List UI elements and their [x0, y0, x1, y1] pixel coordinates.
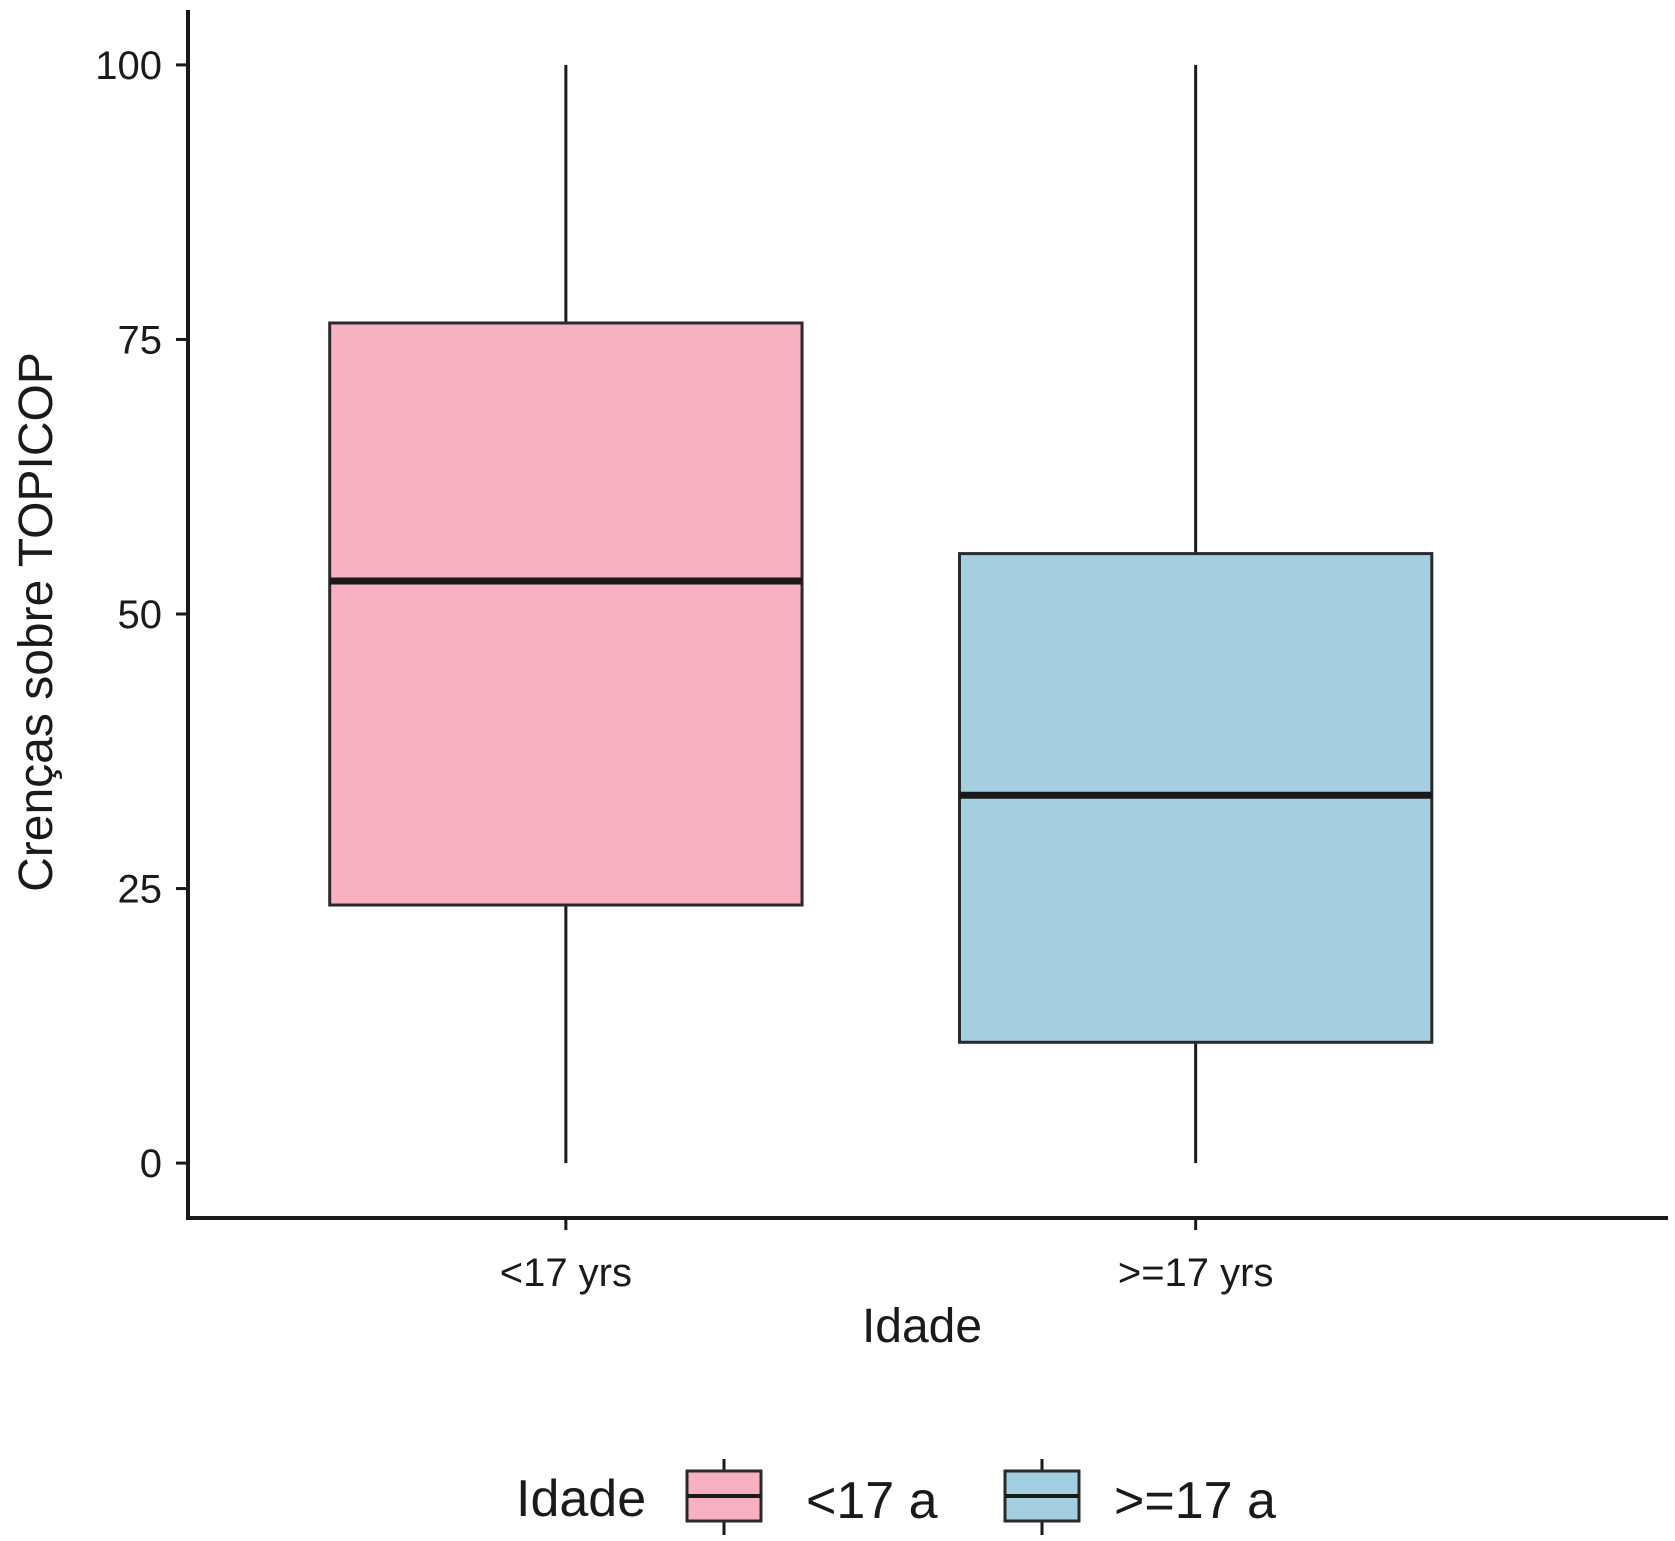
legend-item-2: >=17 a: [1003, 1459, 1276, 1535]
y-axis-ticks: 0 25 50 75 100: [95, 44, 188, 1186]
legend-label: <17 a: [806, 1472, 938, 1530]
legend: Idade <17 a >=17 a: [516, 1459, 1276, 1535]
legend-label: >=17 a: [1114, 1472, 1276, 1530]
legend-title: Idade: [516, 1470, 646, 1528]
box-iqr: [328, 321, 804, 907]
x-tick-label: >=17 yrs: [1118, 1251, 1274, 1295]
boxes-layer: [328, 64, 1434, 1164]
box-1: [328, 64, 804, 1164]
legend-item-1: <17 a: [685, 1459, 938, 1535]
x-tick-label: <17 yrs: [500, 1251, 632, 1295]
y-tick-label: 0: [140, 1142, 162, 1186]
y-tick-label: 50: [118, 593, 163, 637]
y-tick-label: 100: [95, 44, 162, 88]
box-2: [957, 64, 1434, 1164]
x-axis-ticks: <17 yrs >=17 yrs: [500, 1218, 1274, 1295]
x-axis-title: Idade: [862, 1300, 982, 1353]
y-tick-label: 75: [118, 318, 163, 362]
y-tick-label: 25: [118, 868, 163, 912]
y-axis-title: Crenças sobre TOPICOP: [10, 352, 63, 892]
